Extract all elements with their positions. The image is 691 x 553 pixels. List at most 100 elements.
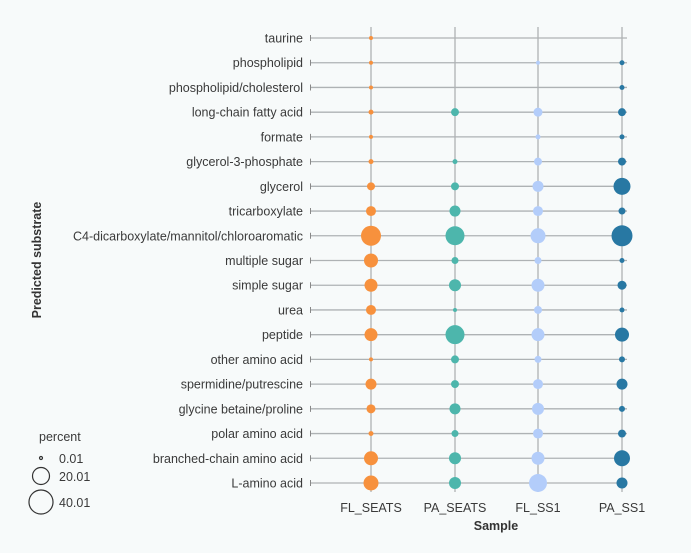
y-tick-label: other amino acid — [211, 353, 303, 367]
horizontal-gridlines — [311, 37, 627, 484]
bubble-PA_SS1-9 — [619, 258, 625, 263]
vertical-gridlines — [370, 27, 623, 492]
bubble-FL_SS1-18 — [529, 474, 547, 492]
bubble-FL_SS1-1 — [536, 60, 540, 65]
bubble-PA_SS1-15 — [619, 405, 625, 412]
legend-label: 20.01 — [59, 470, 90, 484]
bubble-FL_SEATS-16 — [368, 431, 374, 437]
bubble-FL_SEATS-6 — [367, 182, 375, 191]
y-tick-label: C4-dicarboxylate/mannitol/chloroaromatic — [73, 229, 303, 243]
legend-circle — [31, 466, 51, 486]
bubble-FL_SS1-3 — [533, 107, 543, 117]
bubble-PA_SEATS-13 — [451, 355, 459, 364]
bubble-FL_SEATS-1 — [369, 60, 373, 65]
bubble-FL_SS1-4 — [535, 134, 541, 140]
y-tick-label: glycerol — [260, 180, 303, 194]
bubble-FL_SEATS-10 — [364, 278, 378, 292]
legend-circle — [38, 455, 44, 461]
bubble-FL_SS1-10 — [531, 278, 545, 292]
bubble-PA_SS1-3 — [618, 108, 626, 117]
x-tick-label: PA_SEATS — [424, 501, 487, 515]
bubble-PA_SS1-11 — [619, 307, 625, 313]
y-tick-label: urea — [278, 303, 303, 317]
bubble-PA_SS1-7 — [618, 207, 626, 215]
bubble-FL_SEATS-3 — [368, 109, 374, 115]
y-tick-label: long-chain fatty acid — [192, 106, 303, 120]
bubble-PA_SS1-18 — [616, 477, 628, 489]
y-tick-label: simple sugar — [232, 279, 303, 293]
bubble-PA_SEATS-6 — [451, 182, 459, 191]
bubble-PA_SEATS-9 — [451, 257, 459, 264]
bubble-FL_SEATS-13 — [369, 357, 373, 362]
y-tick-label: formate — [261, 130, 303, 144]
bubble-FL_SEATS-5 — [368, 159, 374, 165]
bubble-PA_SEATS-14 — [451, 380, 459, 389]
bubble-PA_SEATS-7 — [449, 205, 461, 217]
bubble-PA_SS1-13 — [619, 356, 625, 363]
bubbles — [361, 36, 633, 492]
y-tick-label: branched-chain amino acid — [153, 452, 303, 466]
bubble-FL_SEATS-0 — [369, 36, 373, 40]
x-tick-label: PA_SS1 — [599, 501, 645, 515]
y-axis-labels: taurine phospholipid phospholipid/choleste… — [73, 32, 303, 491]
bubble-FL_SEATS-14 — [365, 378, 377, 390]
bubble-FL_SEATS-12 — [364, 328, 378, 342]
bubble-FL_SEATS-15 — [366, 404, 376, 414]
legend-circle — [28, 489, 54, 515]
y-tick-label: spermidine/putrescine — [181, 378, 303, 392]
bubble-PA_SS1-17 — [614, 450, 630, 467]
bubble-PA_SS1-4 — [619, 134, 625, 140]
legend-label: 0.01 — [59, 452, 83, 466]
legend-title: percent — [39, 430, 81, 444]
x-tick-label: FL_SEATS — [340, 501, 402, 515]
bubble-FL_SS1-7 — [533, 206, 543, 217]
bubble-FL_SEATS-8 — [361, 225, 381, 246]
bubble-FL_SS1-5 — [534, 157, 542, 166]
bubble-PA_SEATS-5 — [452, 159, 458, 165]
bubble-PA_SEATS-12 — [445, 325, 465, 345]
bubble-FL_SEATS-7 — [366, 206, 376, 217]
y-tick-label: L-amino acid — [231, 477, 303, 491]
bubble-PA_SS1-12 — [614, 327, 630, 342]
bubble-PA_SS1-1 — [619, 60, 625, 66]
bubble-PA_SEATS-8 — [445, 226, 465, 246]
y-tick-label: peptide — [262, 328, 303, 342]
y-tick-label: phospholipid — [233, 56, 303, 70]
y-tick-label: taurine — [265, 32, 303, 46]
bubble-FL_SEATS-9 — [363, 253, 379, 268]
bubble-PA_SS1-8 — [611, 225, 633, 247]
bubble-PA_SEATS-15 — [449, 403, 461, 415]
y-tick-label: phospholipid/cholesterol — [169, 81, 303, 95]
bubble-FL_SS1-13 — [534, 355, 542, 363]
bubble-FL_SS1-9 — [534, 257, 542, 264]
y-tick-label: tricarboxylate — [229, 205, 303, 219]
x-axis-labels: FL_SEATS PA_SEATS FL_SS1 PA_SS1 — [340, 501, 645, 515]
bubble-FL_SS1-12 — [531, 328, 545, 342]
bubble-PA_SS1-6 — [613, 177, 631, 195]
bubble-PA_SS1-14 — [616, 378, 628, 390]
bubble-PA_SS1-2 — [619, 84, 625, 90]
bubble-FL_SEATS-11 — [366, 304, 376, 315]
bubble-FL_SEATS-2 — [369, 85, 373, 90]
bubble-FL_SS1-6 — [532, 180, 544, 192]
y-tick-label: polar amino acid — [211, 427, 303, 441]
bubble-PA_SS1-5 — [618, 157, 626, 166]
y-tick-label: glycerol-3-phosphate — [186, 155, 303, 169]
x-tick-label: FL_SS1 — [515, 501, 560, 515]
bubble-PA_SEATS-17 — [448, 452, 462, 465]
bubble-FL_SS1-8 — [530, 228, 546, 244]
bubble-FL_SS1-15 — [531, 402, 545, 415]
bubble-FL_SEATS-18 — [363, 475, 379, 491]
size-legend: percent 0.01 20.01 40.01 — [28, 430, 90, 515]
bubble-PA_SS1-10 — [617, 280, 627, 290]
bubble-FL_SS1-14 — [533, 379, 543, 390]
bubble-FL_SS1-17 — [531, 451, 545, 465]
bubble-PA_SEATS-10 — [448, 279, 462, 292]
bubble-PA_SEATS-3 — [451, 108, 459, 117]
bubble-PA_SEATS-11 — [453, 307, 457, 312]
bubble-PA_SEATS-18 — [448, 476, 462, 490]
y-tick-label: glycine betaine/proline — [179, 402, 303, 416]
y-tick-label: multiple sugar — [225, 254, 303, 268]
bubble-FL_SEATS-4 — [369, 134, 373, 139]
